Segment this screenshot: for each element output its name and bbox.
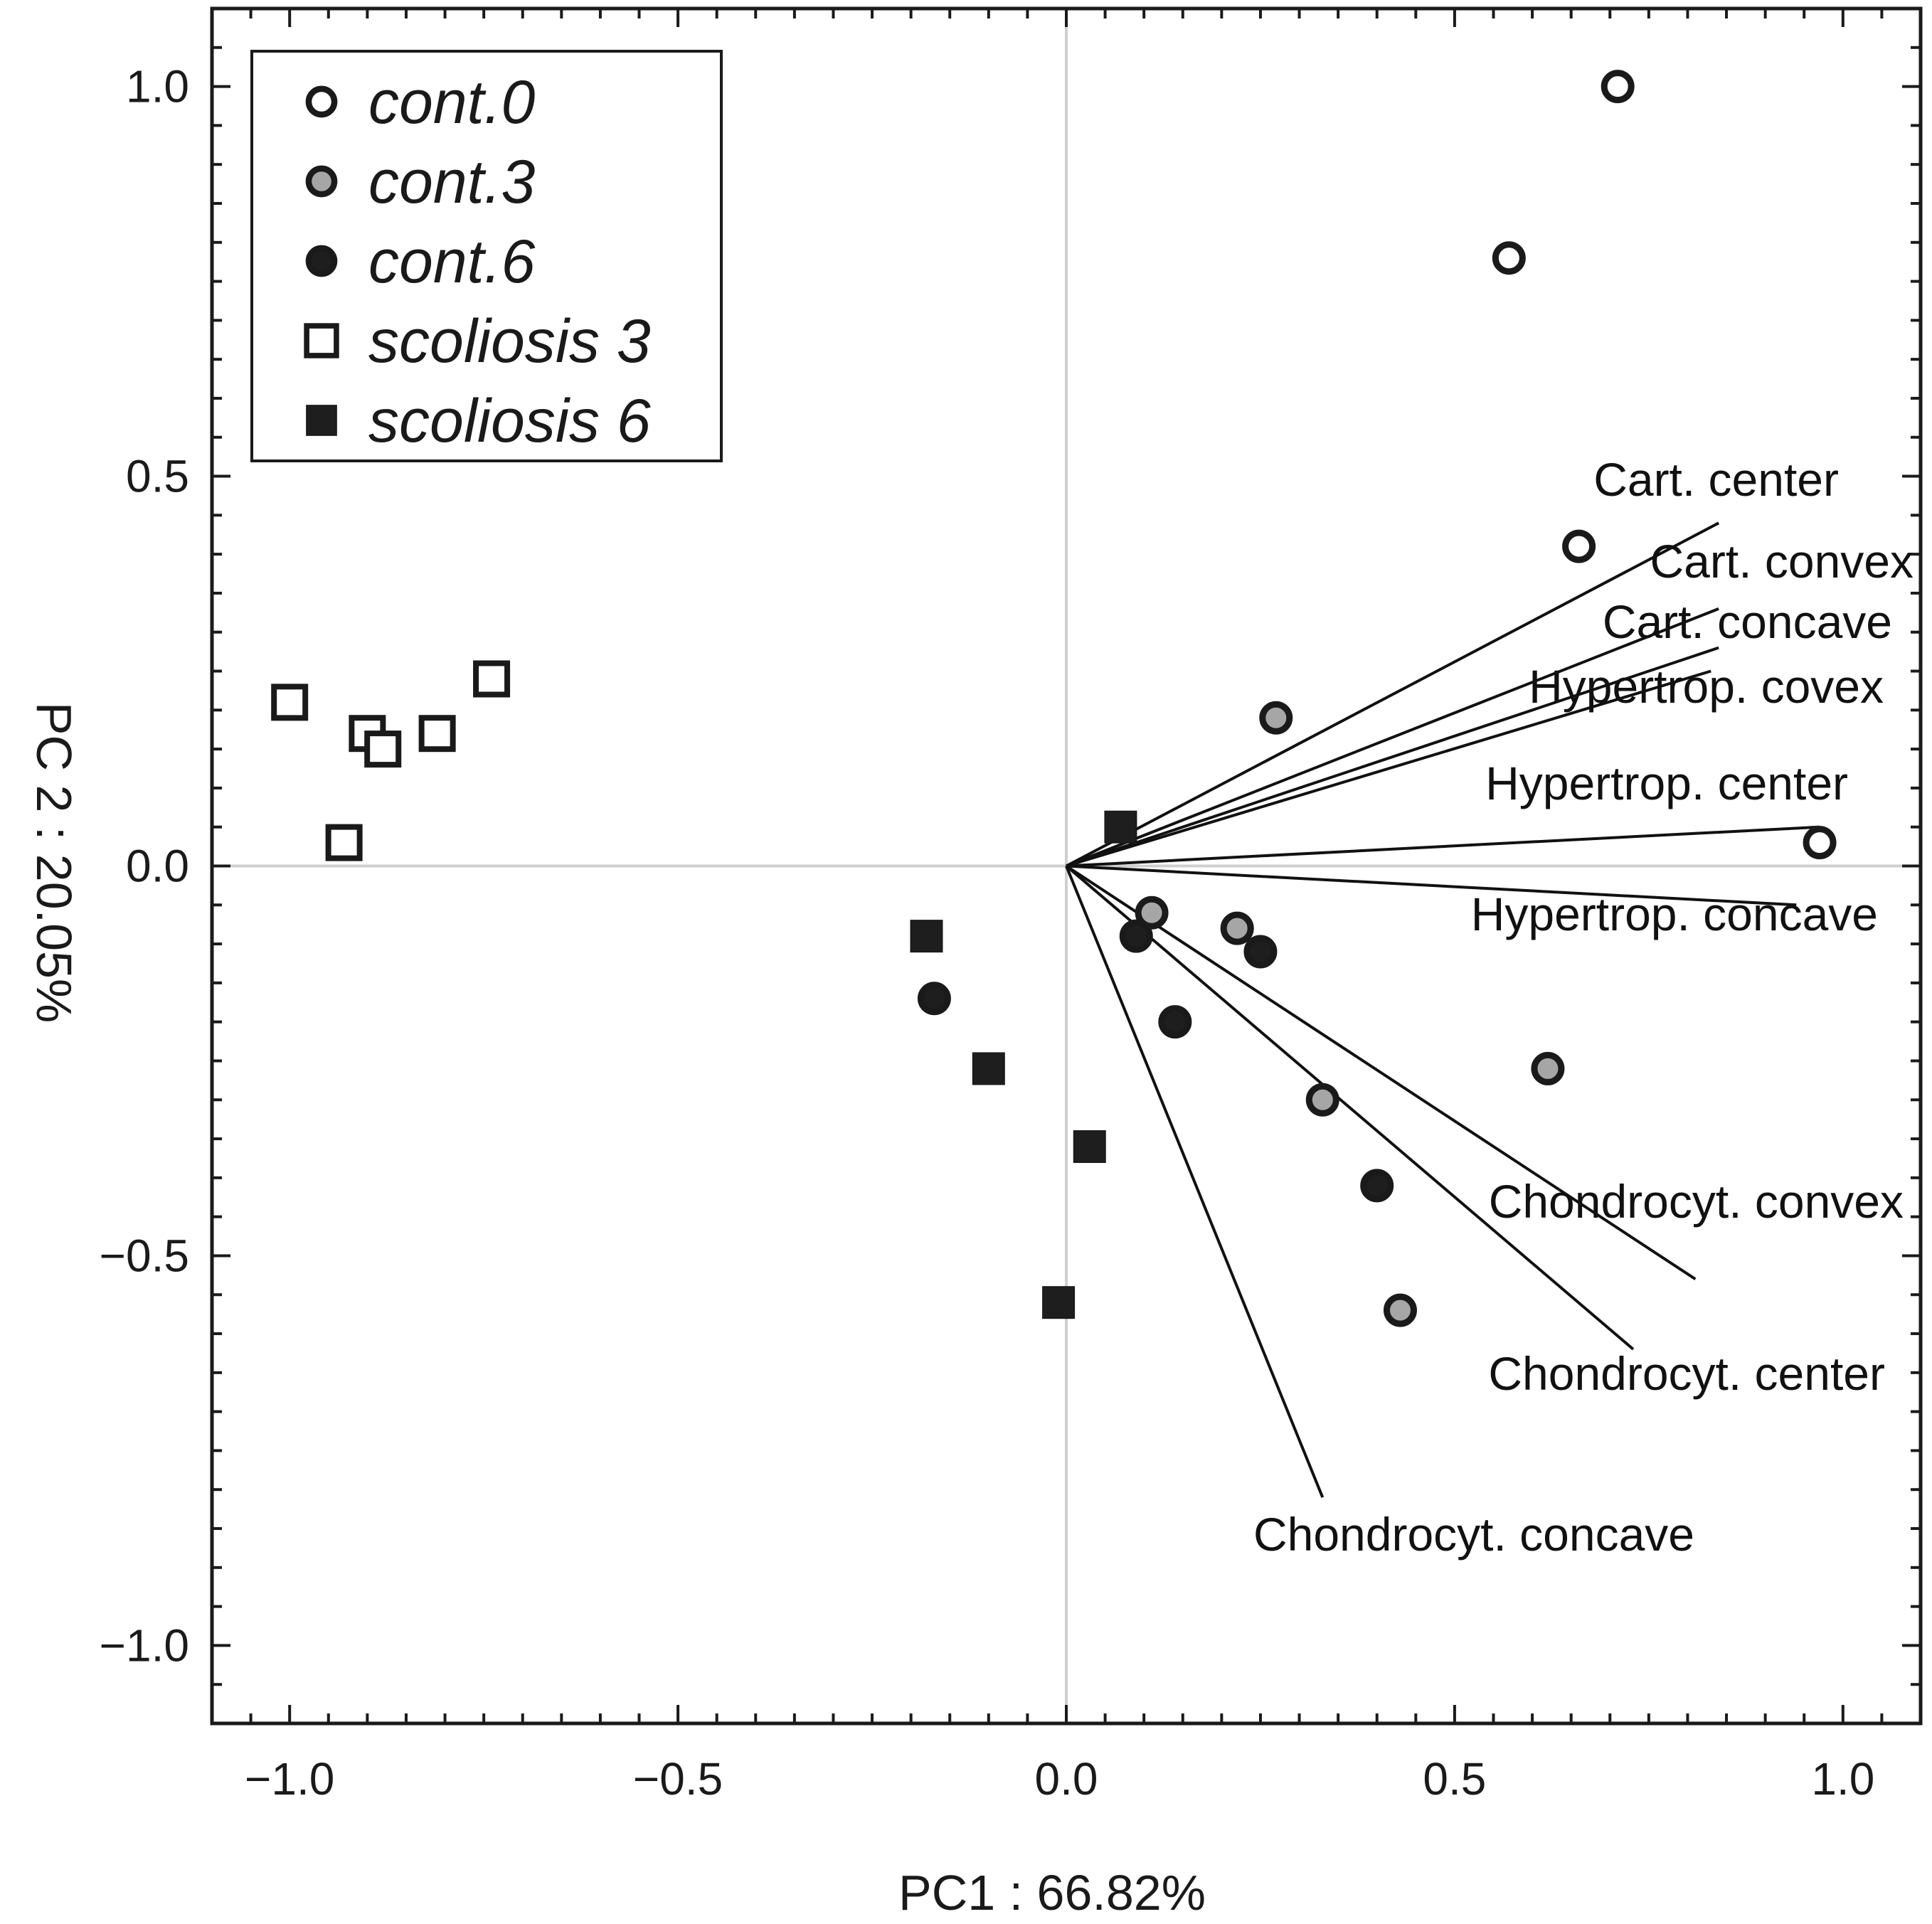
point-cont-3 bbox=[1259, 701, 1293, 735]
loading-vectors bbox=[1065, 521, 1820, 1498]
legend-label: cont.3 bbox=[368, 148, 535, 216]
loading-label: Chondrocyt. center bbox=[1488, 1347, 1885, 1400]
legend-label: cont.6 bbox=[368, 228, 535, 296]
point-scoliosis-6 bbox=[910, 920, 943, 953]
point-scoliosis-3 bbox=[364, 730, 402, 768]
x-tick-label: 1.0 bbox=[1811, 1753, 1874, 1805]
legend-label: cont.0 bbox=[368, 68, 535, 137]
point-scoliosis-3 bbox=[473, 660, 511, 698]
legend-label: scoliosis 6 bbox=[368, 387, 651, 455]
y-tick-label: 0.5 bbox=[126, 451, 189, 502]
data-points bbox=[271, 70, 1837, 1327]
loading-vector bbox=[1066, 607, 1719, 868]
legend-label: scoliosis 3 bbox=[368, 307, 651, 376]
loading-vector bbox=[1066, 669, 1711, 868]
loading-label: Hypertrop. covex bbox=[1529, 660, 1884, 713]
point-cont-3 bbox=[1383, 1293, 1417, 1327]
point-scoliosis-6 bbox=[972, 1052, 1005, 1085]
x-tick-label: −1.0 bbox=[245, 1753, 334, 1805]
y-tick-label: 1.0 bbox=[126, 61, 189, 112]
loading-label: Chondrocyt. concave bbox=[1253, 1508, 1694, 1561]
loading-label: Hypertrop. concave bbox=[1471, 888, 1878, 940]
loading-vector bbox=[1066, 646, 1719, 868]
loading-label: Hypertrop. center bbox=[1485, 757, 1848, 809]
loading-vector bbox=[1065, 864, 1635, 1351]
loading-vector bbox=[1066, 521, 1720, 868]
x-axis-title: PC1 : 66.82% bbox=[898, 1865, 1206, 1920]
point-scoliosis-6 bbox=[1073, 1130, 1106, 1164]
point-scoliosis-6 bbox=[1104, 810, 1137, 844]
x-tick-label: 0.5 bbox=[1423, 1753, 1486, 1805]
point-cont-0 bbox=[1562, 529, 1596, 563]
loading-vector bbox=[1066, 864, 1797, 907]
y-axis-title: PC 2 : 20.05% bbox=[26, 702, 82, 1023]
legend-marker bbox=[305, 85, 338, 118]
point-scoliosis-3 bbox=[271, 684, 309, 721]
point-cont-0 bbox=[1492, 241, 1526, 275]
point-cont-6 bbox=[1119, 919, 1153, 953]
legend-marker bbox=[305, 165, 338, 198]
x-tick-label: −0.5 bbox=[633, 1753, 723, 1805]
point-cont-3 bbox=[1135, 895, 1169, 930]
legend-marker bbox=[304, 323, 339, 358]
point-cont-3 bbox=[1531, 1051, 1565, 1085]
loading-vector bbox=[1065, 865, 1325, 1498]
y-tick-label: −1.0 bbox=[100, 1620, 189, 1671]
point-cont-6 bbox=[1243, 935, 1278, 969]
point-cont-0 bbox=[1803, 826, 1837, 860]
loading-label: Cart. center bbox=[1593, 453, 1839, 506]
loading-vector bbox=[1065, 864, 1697, 1281]
point-cont-6 bbox=[1158, 1005, 1192, 1039]
legend: cont.0 cont.3 cont.6 scoliosis 3 scoliosis 6 bbox=[250, 50, 723, 462]
loading-label: Cart. convex bbox=[1650, 535, 1914, 588]
point-cont-3 bbox=[1220, 911, 1254, 945]
y-tick-label: 0.0 bbox=[126, 841, 189, 892]
legend-marker bbox=[306, 405, 337, 436]
loading-label: Cart. concave bbox=[1603, 595, 1892, 648]
point-scoliosis-3 bbox=[418, 715, 456, 753]
y-tick-label: −0.5 bbox=[100, 1230, 189, 1281]
point-scoliosis-3 bbox=[325, 824, 363, 861]
point-cont-6 bbox=[1360, 1169, 1394, 1203]
loading-labels: Cart. center Cart. convex Cart. concave Hyp… bbox=[1253, 453, 1914, 1561]
x-tick-label: 0.0 bbox=[1035, 1753, 1098, 1805]
point-scoliosis-6 bbox=[1042, 1286, 1076, 1319]
legend-marker bbox=[305, 245, 338, 277]
loading-vector bbox=[1066, 825, 1820, 868]
point-cont-6 bbox=[917, 982, 951, 1016]
axis-tick-labels: −1.0 −0.5 0.0 0.5 1.0 1.0 0.5 0.0 −0.5 −1.0 bbox=[100, 61, 1875, 1805]
point-cont-0 bbox=[1601, 70, 1635, 104]
axis-ticks bbox=[211, 7, 1922, 1725]
loading-label: Chondrocyt. convex bbox=[1489, 1175, 1904, 1228]
point-cont-3 bbox=[1305, 1083, 1339, 1117]
